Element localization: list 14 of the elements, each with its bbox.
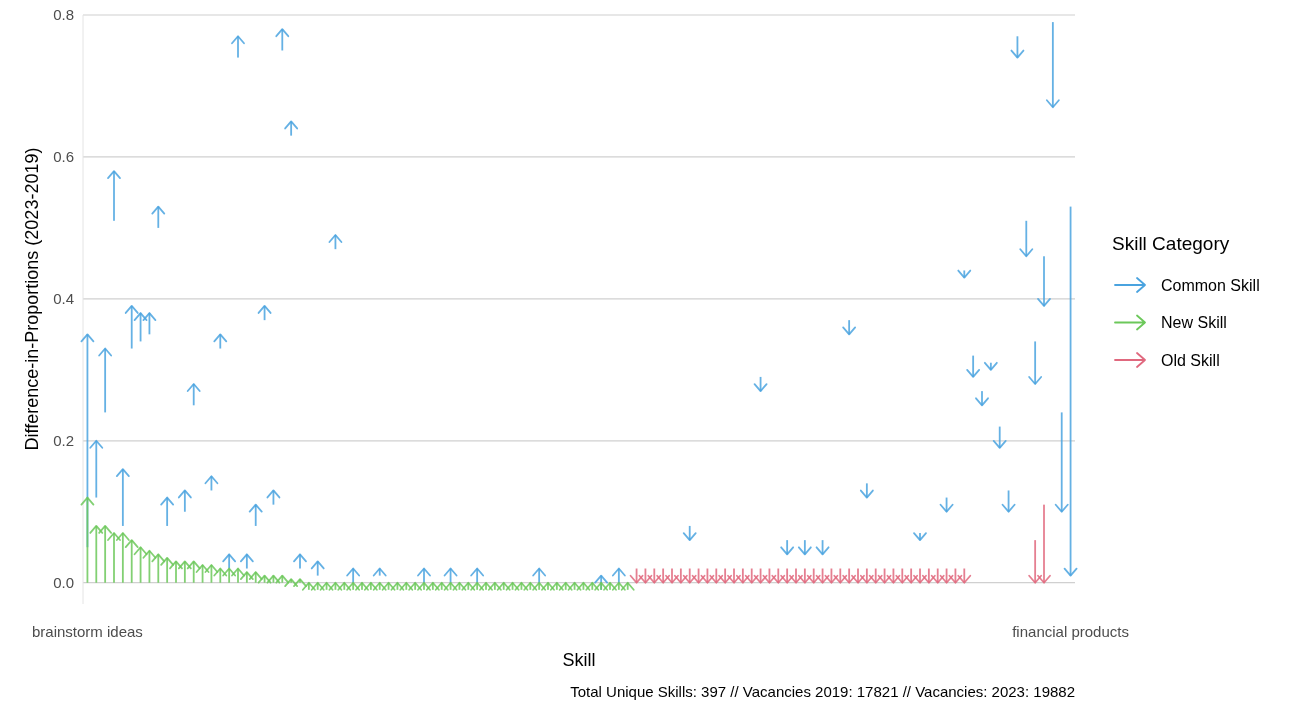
y-tick-label: 0.4: [53, 290, 74, 308]
y-tick-label: 0.0: [53, 573, 74, 591]
legend-label: Common Skill: [1161, 276, 1260, 294]
legend-label: New Skill: [1161, 314, 1227, 332]
x-axis-title: Skill: [562, 650, 596, 670]
y-tick-label: 0.6: [53, 148, 74, 166]
x-tick-label: financial products: [1012, 623, 1129, 640]
y-tick-label: 0.2: [53, 432, 74, 450]
y-tick-label: 0.8: [53, 6, 74, 24]
legend-label: Old Skill: [1161, 351, 1220, 369]
x-tick-label: brainstorm ideas: [31, 623, 143, 640]
text: Total Unique Skills: 397 // Vacancies 2019: 17821 // Vacancies: 2023: 19882: [570, 683, 1075, 700]
y-axis-title: Difference-in-Proportions (2023-2019): [22, 147, 42, 451]
legend-title: Skill Category: [1112, 233, 1230, 254]
